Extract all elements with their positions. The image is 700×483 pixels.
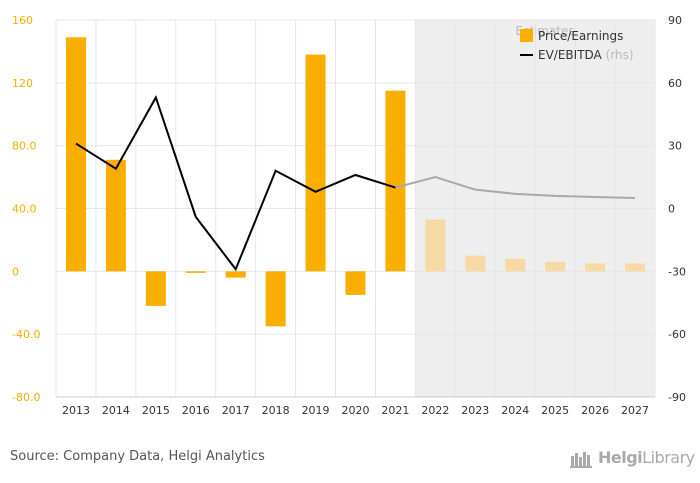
bookshelf-icon <box>570 452 592 468</box>
y-left-tick-label: -80.0 <box>12 391 40 404</box>
bar-price-earnings <box>65 37 86 272</box>
x-tick-label: 2013 <box>62 404 90 417</box>
y-right-tick-label: 90 <box>668 14 682 27</box>
y-left-tick-label: 0 <box>12 265 19 278</box>
y-right-tick-label: 30 <box>668 140 682 153</box>
axis-layer: 160 90 120 60 80.0 30 40.0 0 0 -30 -40.0 -60 -80.0 -9… <box>12 14 686 417</box>
y-left-tick-label: -40.0 <box>12 328 40 341</box>
x-tick-label: 2026 <box>581 404 609 417</box>
line-ev-ebitda-estimate <box>395 176 636 200</box>
bar-price-earnings <box>385 90 406 272</box>
x-tick-label: 2022 <box>421 404 449 417</box>
y-left-tick-label: 40.0 <box>12 203 37 216</box>
y-right-tick-label: -30 <box>668 265 686 278</box>
y-left-tick-label: 120 <box>12 77 33 90</box>
line-layer <box>75 95 636 272</box>
bar-price-earnings <box>185 271 206 273</box>
y-left-tick-label: 80.0 <box>12 140 37 153</box>
bar-price-earnings <box>545 261 566 272</box>
source-note: Source: Company Data, Helgi Analytics <box>10 449 265 464</box>
x-tick-label: 2023 <box>461 404 489 417</box>
bar-price-earnings <box>465 255 486 272</box>
x-tick-label: 2017 <box>222 404 250 417</box>
bar-price-earnings <box>225 271 246 278</box>
legend-swatch-price-earnings <box>520 29 533 42</box>
logo-text-helgi: Helgi <box>598 448 643 467</box>
helgi-library-logo: HelgiLibrary <box>570 446 695 472</box>
bar-price-earnings <box>105 159 126 272</box>
bar-price-earnings <box>585 263 606 272</box>
line-ev-ebitda <box>75 95 396 272</box>
x-tick-label: 2024 <box>501 404 529 417</box>
bar-price-earnings <box>305 54 326 272</box>
legend-label-price-earnings: Price/Earnings <box>538 29 623 43</box>
x-tick-label: 2018 <box>262 404 290 417</box>
bar-price-earnings <box>345 271 366 295</box>
logo-text-library: Library <box>642 448 695 467</box>
x-tick-label: 2015 <box>142 404 170 417</box>
legend-label-rhs-suffix: (rhs) <box>606 48 634 62</box>
y-right-tick-label: 0 <box>668 203 675 216</box>
legend-label-ev-ebitda: EV/EBITDA (rhs) <box>538 48 634 62</box>
y-right-tick-label: -90 <box>668 391 686 404</box>
y-left-tick-label: 160 <box>12 14 33 27</box>
bar-price-earnings <box>145 271 166 306</box>
bar-layer <box>65 37 646 327</box>
x-tick-label: 2020 <box>342 404 370 417</box>
x-tick-label: 2025 <box>541 404 569 417</box>
bar-price-earnings <box>265 271 286 327</box>
x-tick-label: 2019 <box>302 404 330 417</box>
x-tick-label: 2016 <box>182 404 210 417</box>
y-right-tick-label: -60 <box>668 328 686 341</box>
bar-price-earnings <box>625 263 646 272</box>
x-tick-label: 2014 <box>102 404 130 417</box>
bar-price-earnings <box>425 219 446 272</box>
x-tick-label: 2021 <box>381 404 409 417</box>
x-tick-label: 2027 <box>621 404 649 417</box>
y-right-tick-label: 60 <box>668 77 682 90</box>
legend: Price/Earnings EV/EBITDA (rhs) <box>520 29 634 62</box>
bar-price-earnings <box>505 258 526 272</box>
